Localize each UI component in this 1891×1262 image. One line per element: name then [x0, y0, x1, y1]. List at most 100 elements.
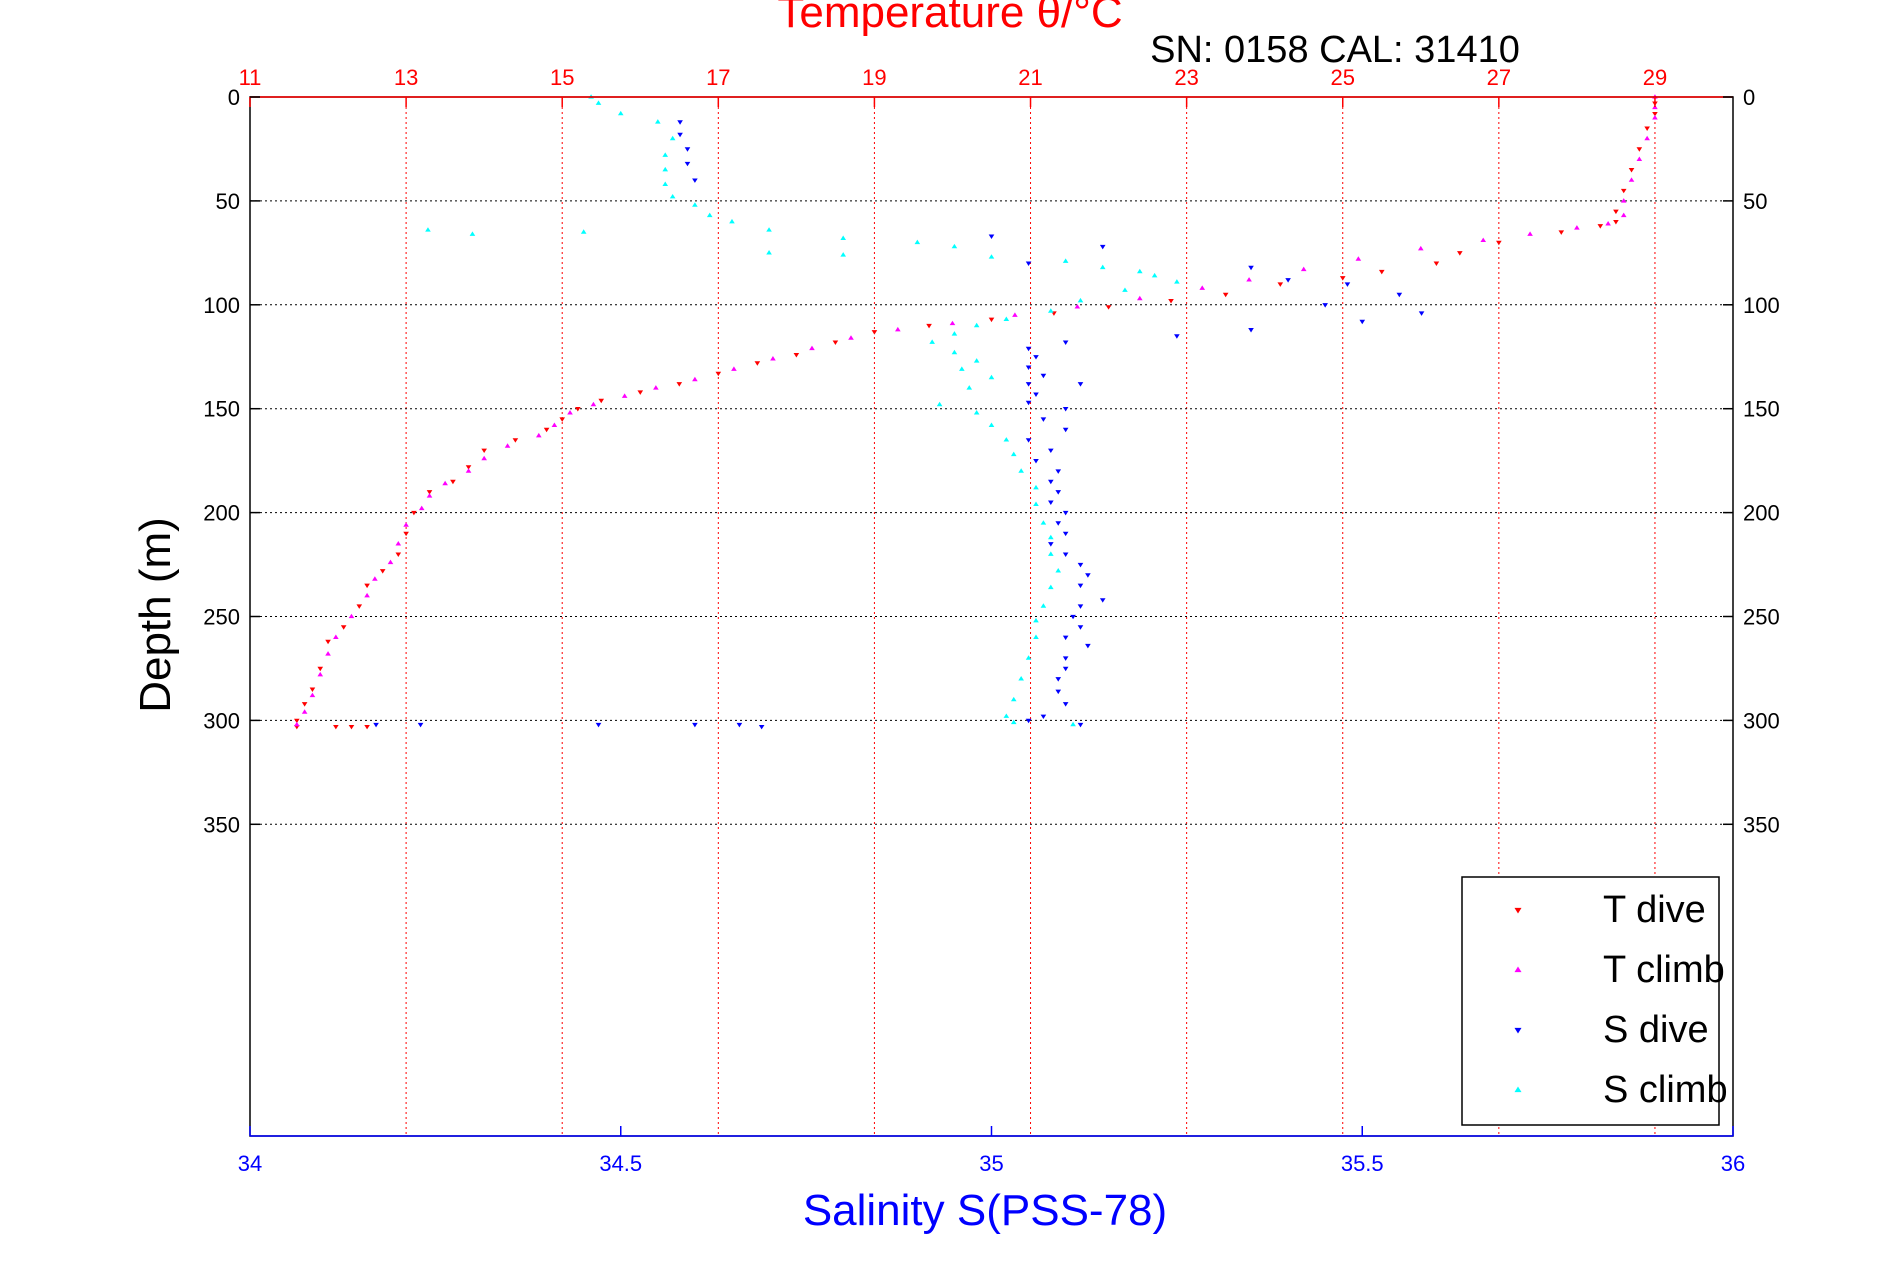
- data-point-2-23: [1077, 382, 1084, 387]
- data-point-2-48: [1062, 635, 1069, 641]
- data-point-0-14: [1339, 276, 1346, 281]
- data-point-2-4: [692, 178, 698, 183]
- data-point-0-15: [1277, 282, 1284, 287]
- tick-label-depth-right-100: 100: [1743, 293, 1780, 318]
- data-point-2-55: [1040, 714, 1047, 720]
- data-point-0-36: [450, 479, 456, 485]
- data-point-3-2: [617, 110, 624, 116]
- data-point-2-38: [1062, 531, 1069, 537]
- data-point-3-37: [988, 374, 995, 380]
- data-point-0-4: [1628, 168, 1635, 173]
- data-point-2-33: [1048, 479, 1054, 485]
- data-point-3-47: [1040, 520, 1047, 525]
- tick-label-depth-right-250: 250: [1743, 605, 1780, 630]
- data-point-0-39: [403, 531, 409, 537]
- tick-label-depth-left-150: 150: [203, 397, 240, 422]
- tick-label-temperature-29: 29: [1643, 65, 1667, 90]
- data-point-1-24: [770, 356, 776, 361]
- data-point-2-3: [684, 161, 691, 167]
- data-point-1-18: [1074, 304, 1081, 309]
- data-point-3-20: [840, 252, 846, 257]
- data-point-3-4: [669, 135, 676, 141]
- data-point-0-34: [481, 448, 487, 454]
- tick-label-depth-left-50: 50: [216, 189, 240, 214]
- tick-label-salinity-34.5: 34.5: [599, 1151, 642, 1176]
- data-point-3-18: [951, 243, 958, 249]
- data-point-3-21: [988, 254, 995, 259]
- data-point-3-54: [1033, 634, 1039, 639]
- data-point-2-57: [1077, 722, 1084, 728]
- legend-marker-3: [1514, 1086, 1522, 1093]
- data-point-0-46: [317, 666, 324, 672]
- tick-label-temperature-11: 11: [239, 65, 262, 90]
- data-point-2-26: [1062, 407, 1069, 412]
- data-point-2-35: [1048, 500, 1054, 506]
- data-point-0-24: [793, 352, 800, 358]
- data-point-3-3: [655, 119, 661, 124]
- data-point-2-6: [1099, 244, 1106, 250]
- data-point-1-29: [590, 401, 597, 407]
- data-point-3-56: [1018, 676, 1024, 681]
- data-point-1-25: [731, 366, 737, 371]
- data-point-3-59: [1010, 719, 1017, 725]
- data-point-3-48: [1048, 534, 1054, 540]
- data-point-2-56: [1025, 718, 1032, 724]
- data-point-3-43: [1010, 451, 1017, 457]
- data-point-2-31: [1033, 458, 1039, 464]
- data-point-2-58: [373, 722, 379, 728]
- data-point-0-44: [340, 625, 347, 630]
- data-point-0-13: [1378, 269, 1385, 275]
- data-point-1-10: [1527, 231, 1533, 236]
- data-point-0-47: [309, 687, 316, 693]
- data-point-2-52: [1055, 677, 1062, 682]
- data-point-2-30: [1048, 448, 1054, 454]
- tick-label-depth-left-200: 200: [203, 501, 240, 526]
- data-point-0-10: [1496, 240, 1502, 246]
- data-point-3-52: [1040, 603, 1047, 608]
- data-point-2-22: [1025, 382, 1032, 387]
- data-point-3-49: [1048, 551, 1054, 556]
- data-point-3-9: [692, 202, 698, 207]
- tick-label-temperature-15: 15: [550, 65, 574, 90]
- data-point-0-17: [1168, 298, 1174, 304]
- data-point-0-12: [1433, 261, 1440, 267]
- series-s-climb: [425, 94, 1180, 727]
- tick-label-temperature-25: 25: [1330, 65, 1354, 90]
- data-point-1-47: [317, 671, 324, 677]
- data-point-1-44: [348, 613, 355, 619]
- data-point-1-23: [809, 345, 815, 351]
- legend-label-0: T dive: [1603, 889, 1706, 931]
- data-point-3-13: [469, 231, 476, 236]
- data-point-1-48: [309, 692, 316, 698]
- data-point-2-9: [1285, 278, 1291, 283]
- tick-label-depth-right-200: 200: [1743, 501, 1780, 526]
- data-point-0-21: [926, 323, 932, 329]
- data-point-0-52: [348, 724, 355, 730]
- data-point-3-31: [973, 322, 980, 328]
- data-point-2-60: [595, 722, 602, 728]
- tick-label-depth-right-300: 300: [1743, 708, 1780, 733]
- axis-ticks: 11 13 15 17 19 21 23 25 27 29 34 34.5 35 35.5 36 0 0 50 50…: [203, 65, 1779, 1176]
- tick-label-temperature-17: 17: [706, 65, 730, 90]
- data-point-1-32: [535, 432, 542, 438]
- data-point-3-14: [580, 229, 587, 234]
- data-point-2-12: [1322, 303, 1328, 308]
- data-point-3-1: [595, 100, 602, 105]
- data-point-1-5: [1628, 177, 1635, 182]
- data-point-3-53: [1033, 617, 1039, 623]
- data-point-0-2: [1644, 126, 1650, 131]
- data-point-0-11: [1457, 251, 1463, 256]
- data-point-2-28: [1062, 427, 1069, 433]
- data-point-3-40: [973, 410, 980, 415]
- data-point-1-30: [567, 410, 573, 415]
- data-point-3-32: [951, 331, 958, 336]
- tick-label-depth-left-250: 250: [203, 605, 240, 630]
- data-point-1-31: [551, 422, 558, 428]
- data-point-1-14: [1300, 266, 1307, 272]
- data-point-3-27: [1122, 287, 1128, 292]
- data-point-0-1: [1652, 111, 1658, 117]
- data-point-2-19: [1033, 355, 1039, 360]
- data-point-3-16: [840, 235, 846, 240]
- data-point-2-7: [1025, 261, 1032, 267]
